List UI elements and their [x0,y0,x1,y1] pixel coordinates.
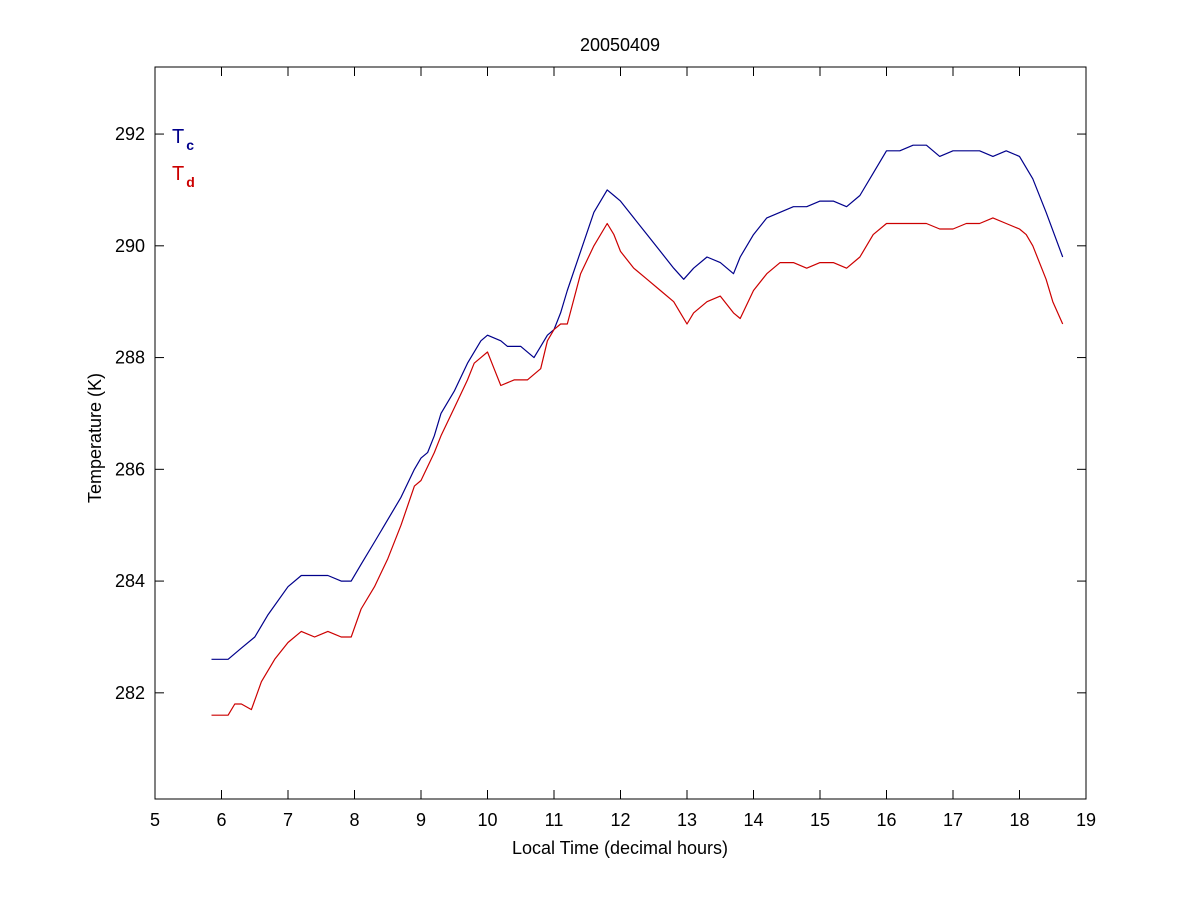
y-tick-label: 282 [115,683,145,703]
series-line-Td [211,217,1064,716]
series-layer [211,144,1064,716]
x-tick-label: 12 [610,810,630,830]
x-tick-label: 18 [1009,810,1029,830]
x-tick-label: 15 [810,810,830,830]
x-tick-label: 9 [416,810,426,830]
x-tick-label: 19 [1076,810,1096,830]
x-axis: 5 6 7 8 9 10 11 12 13 14 15 16 17 18 19 [150,67,1096,830]
y-tick-label: 288 [115,348,145,368]
y-axis: 282 284 286 288 290 292 [115,124,1086,703]
x-tick-label: 5 [150,810,160,830]
y-tick-label: 292 [115,124,145,144]
series-line-Tc [211,144,1064,660]
y-tick-label: 290 [115,236,145,256]
x-tick-label: 14 [743,810,763,830]
x-tick-label: 16 [876,810,896,830]
x-tick-label: 6 [216,810,226,830]
x-tick-label: 7 [283,810,293,830]
y-tick-label: 286 [115,459,145,479]
x-tick-label: 8 [349,810,359,830]
x-tick-label: 13 [677,810,697,830]
y-axis-label: Temperature (K) [85,373,105,503]
x-tick-label: 11 [545,810,564,830]
chart-title: 20050409 [580,35,660,55]
y-tick-label: 284 [115,571,145,591]
x-tick-label: 17 [943,810,963,830]
x-axis-label: Local Time (decimal hours) [512,838,728,858]
x-tick-label: 10 [477,810,497,830]
